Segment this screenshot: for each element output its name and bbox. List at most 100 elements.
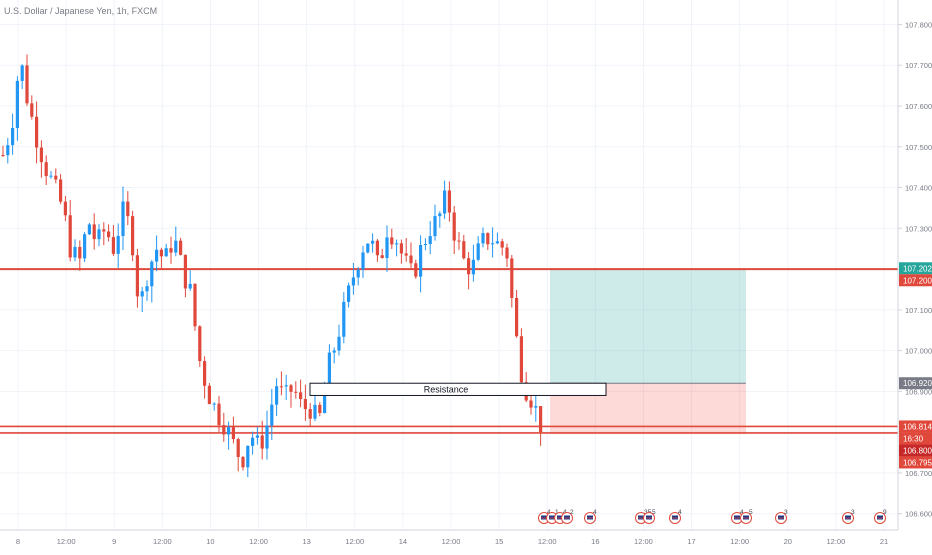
candle-body — [63, 201, 67, 216]
candle-body — [327, 352, 331, 387]
event-flag-icon[interactable]: 4 — [731, 509, 745, 524]
price-badge-label: 106.795 — [903, 458, 932, 467]
flag-icon — [557, 515, 563, 520]
candle — [97, 224, 101, 247]
candle-body — [519, 336, 523, 383]
candle-body — [11, 128, 15, 146]
candle-body — [313, 404, 317, 419]
candle — [342, 292, 346, 344]
price-badge — [899, 262, 932, 275]
time-tick-label: 8 — [16, 537, 20, 546]
flag-icon — [743, 515, 749, 520]
candle — [294, 381, 298, 399]
candle — [1, 145, 5, 158]
flag-icon — [646, 515, 652, 520]
candle-body — [246, 445, 250, 468]
candle-body — [371, 240, 375, 244]
candle — [289, 384, 293, 408]
candle — [155, 235, 159, 272]
candle-body — [255, 435, 259, 438]
time-tick-label: 14 — [399, 537, 407, 546]
event-count: 2 — [570, 509, 574, 516]
event-flag-icon[interactable]: 3 — [842, 509, 856, 524]
time-tick-label: 12:00 — [249, 537, 268, 546]
time-tick-label: 17 — [687, 537, 695, 546]
candle-body — [6, 145, 10, 156]
candle — [539, 406, 543, 446]
grid — [0, 0, 898, 530]
candle — [279, 371, 283, 396]
candle — [347, 282, 351, 308]
candle — [519, 328, 523, 390]
candle-body — [193, 283, 197, 327]
event-flag-icon[interactable]: 5 — [740, 509, 754, 524]
event-flag-icon[interactable]: 9 — [874, 509, 888, 524]
candle — [217, 395, 221, 432]
candle-body — [212, 403, 216, 405]
event-count: 5 — [652, 509, 656, 516]
time-tick-label: 12:00 — [538, 537, 557, 546]
candle-body — [529, 400, 533, 408]
candle — [356, 266, 360, 286]
resistance-box[interactable]: Resistance — [309, 382, 607, 396]
event-count: 3 — [851, 509, 855, 516]
candle-body — [481, 233, 485, 244]
candle — [44, 155, 48, 186]
flag-icon — [638, 515, 644, 520]
time-axis[interactable]: 8 12:00 9 12:00 10 12:00 13 12:00 14 12:00 15 12:00… — [0, 529, 898, 546]
candle-body — [145, 286, 149, 292]
candle — [126, 191, 130, 226]
candle — [198, 325, 202, 367]
candle-body — [169, 248, 173, 253]
candle — [68, 200, 72, 262]
candle-body — [92, 224, 96, 240]
candle-body — [54, 175, 58, 180]
candle-body — [275, 386, 279, 405]
candle — [179, 237, 183, 256]
candle-body — [198, 326, 202, 362]
candle — [481, 227, 485, 248]
event-flag-icon[interactable]: 2 — [561, 509, 575, 524]
price-badge — [899, 420, 932, 433]
candle — [63, 195, 67, 221]
candle — [15, 76, 19, 141]
price-tick-label: 107.000 — [905, 347, 932, 356]
event-flag-icon[interactable]: 3 — [775, 509, 789, 524]
flag-icon — [845, 515, 851, 520]
candle-body — [270, 404, 274, 426]
candle — [366, 243, 370, 254]
candle-body — [539, 406, 543, 433]
flag-icon — [877, 515, 883, 520]
candle-body — [284, 385, 288, 387]
price-badge-label: 106.800 — [903, 446, 932, 455]
candles — [1, 54, 543, 478]
candle-body — [121, 201, 125, 236]
candle-body — [467, 258, 471, 275]
candle — [193, 283, 197, 331]
candle — [529, 395, 533, 415]
time-tick-label: 16 — [591, 537, 599, 546]
candle-body — [366, 243, 370, 253]
candle-body — [155, 249, 159, 262]
candle — [251, 431, 255, 455]
candle — [500, 238, 504, 256]
candle-body — [414, 263, 418, 277]
event-markers[interactable]: 41424355445339 — [538, 509, 888, 524]
price-badge-label: 106.920 — [903, 379, 932, 388]
candle — [375, 239, 379, 262]
event-flag-icon[interactable]: 4 — [584, 509, 598, 524]
candle — [150, 260, 154, 303]
price-tick-label: 107.100 — [905, 306, 932, 315]
event-count: 3 — [784, 509, 788, 516]
candle-body — [107, 231, 111, 238]
candle — [246, 445, 250, 478]
candle — [102, 222, 106, 246]
candle-body — [49, 175, 53, 177]
event-flag-icon[interactable]: 4 — [669, 509, 683, 524]
candle-body — [217, 403, 221, 426]
flag-icon — [778, 515, 784, 520]
candle — [164, 243, 168, 257]
event-flag-icon[interactable]: 5 — [643, 509, 657, 524]
